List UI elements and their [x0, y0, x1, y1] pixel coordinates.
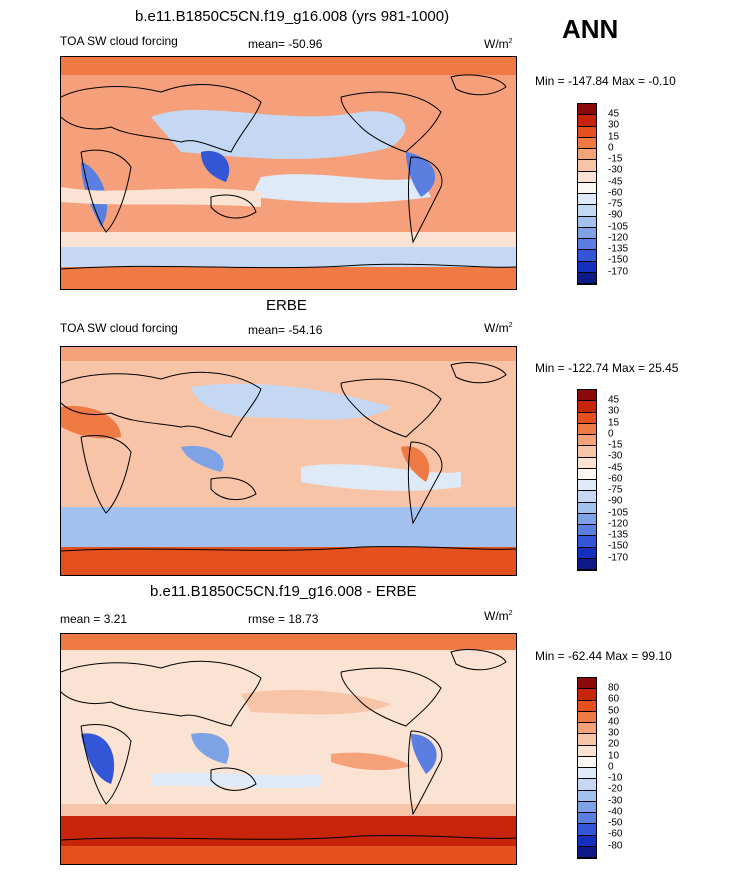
colorbar-tick: -30: [608, 164, 623, 176]
panel-3-title: b.e11.B1850C5CN.f19_g16.008 - ERBE: [150, 583, 417, 600]
panel-2-variable-label: TOA SW cloud forcing: [60, 321, 178, 335]
colorbar-tick: 10: [608, 750, 620, 762]
colorbar-tick: -75: [608, 484, 623, 496]
colorbar-tick: 50: [608, 705, 620, 717]
colorbar-tick: -45: [608, 462, 623, 474]
panel-3-minmax: Min = -62.44 Max = 99.10: [535, 649, 672, 663]
panel-3-mean-label: mean = 3.21: [60, 612, 128, 626]
colorbar-tick: 45: [608, 108, 620, 120]
panel-2-map: [60, 346, 517, 576]
colorbar-tick: 45: [608, 394, 620, 406]
panel-1-title: b.e11.B1850C5CN.f19_g16.008 (yrs 981-100…: [135, 8, 450, 25]
colorbar-tick: 0: [608, 142, 614, 154]
colorbar-tick: -135: [608, 243, 629, 255]
colorbar-tick: -40: [608, 806, 623, 818]
colorbar-tick: -60: [608, 473, 623, 485]
colorbar-tick: 0: [608, 428, 614, 440]
colorbar-tick: 15: [608, 417, 620, 429]
panel-1-mean-label: mean= -50.96: [248, 37, 323, 51]
panel-1-colorbar: [577, 103, 597, 285]
panel-3-map: [60, 633, 517, 865]
colorbar-tick: -75: [608, 198, 623, 210]
colorbar-tick: -90: [608, 495, 623, 507]
panel-3-map-svg: [61, 634, 516, 864]
colorbar-tick: -50: [608, 817, 623, 829]
panel-2-minmax: Min = -122.74 Max = 25.45: [535, 361, 679, 375]
colorbar-tick: 30: [608, 727, 620, 739]
colorbar-tick: 0: [608, 761, 614, 773]
panel-1-map-svg: [61, 57, 516, 289]
panel-2-colorbar: [577, 389, 597, 571]
colorbar-tick: -135: [608, 529, 629, 541]
colorbar-tick: -60: [608, 828, 623, 840]
colorbar-tick: 15: [608, 131, 620, 143]
colorbar-tick: 30: [608, 119, 620, 131]
colorbar-tick: -15: [608, 153, 623, 165]
panel-2-map-svg: [61, 347, 516, 575]
colorbar-tick: -170: [608, 266, 629, 278]
panel-1-variable-label: TOA SW cloud forcing: [60, 34, 178, 48]
colorbar-tick: 40: [608, 716, 620, 728]
panel-1-units: W/m2: [484, 37, 513, 51]
colorbar-tick: -90: [608, 209, 623, 221]
colorbar-tick: 60: [608, 693, 620, 705]
colorbar-tick: -15: [608, 439, 623, 451]
colorbar-tick: -20: [608, 783, 623, 795]
panel-1-minmax: Min = -147.84 Max = -0.10: [535, 74, 676, 88]
colorbar-tick: -30: [608, 795, 623, 807]
panel-3-units: W/m2: [484, 609, 513, 623]
colorbar-tick: -60: [608, 187, 623, 199]
colorbar-tick: -10: [608, 772, 623, 784]
colorbar-tick: -120: [608, 518, 629, 530]
colorbar-tick: -105: [608, 221, 629, 233]
colorbar-tick: 80: [608, 682, 620, 694]
colorbar-tick: -120: [608, 232, 629, 244]
panel-1-map: [60, 56, 517, 290]
panel-2-title: ERBE: [266, 297, 307, 314]
panel-2-units: W/m2: [484, 321, 513, 335]
panel-2-mean-label: mean= -54.16: [248, 323, 323, 337]
colorbar-tick: 30: [608, 405, 620, 417]
colorbar-tick: -150: [608, 254, 629, 266]
colorbar-tick: -45: [608, 176, 623, 188]
colorbar-tick: -105: [608, 507, 629, 519]
panel-3-rmse-label: rmse = 18.73: [248, 612, 319, 626]
colorbar-tick: -30: [608, 450, 623, 462]
colorbar-tick: -80: [608, 840, 623, 852]
panel-3-colorbar: [577, 677, 597, 859]
season-label: ANN: [562, 14, 619, 44]
colorbar-tick: -150: [608, 540, 629, 552]
colorbar-tick: -170: [608, 552, 629, 564]
colorbar-tick: 20: [608, 738, 620, 750]
